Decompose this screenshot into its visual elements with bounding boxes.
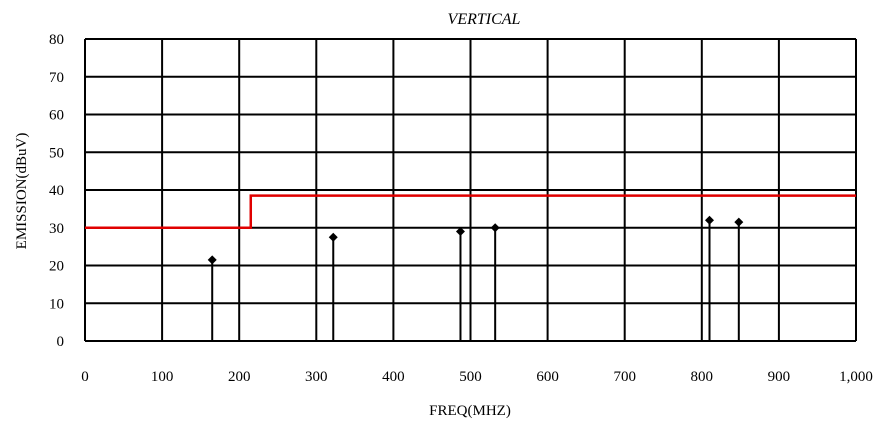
stem-marker-0 — [207, 255, 217, 265]
x-tick-label-9: 900 — [768, 369, 791, 385]
stem-marker-4 — [705, 215, 715, 225]
x-tick-label-0: 0 — [81, 369, 89, 385]
stem-marker-3 — [490, 223, 500, 233]
data-stems — [207, 215, 744, 341]
limit-line-group — [85, 194, 856, 229]
stem-marker-5 — [734, 217, 744, 227]
x-tick-label-3: 300 — [305, 369, 328, 385]
y-tick-label-7: 70 — [49, 70, 64, 86]
y-tick-label-2: 20 — [49, 259, 64, 275]
y-tick-label-6: 60 — [49, 108, 64, 124]
y-tick-label-4: 40 — [49, 183, 64, 199]
x-tick-label-8: 800 — [691, 369, 714, 385]
x-tick-label-10: 1,000 — [839, 369, 873, 385]
y-tick-label-3: 30 — [49, 221, 64, 237]
y-tick-label-0: 0 — [57, 334, 65, 350]
y-tick-label-8: 80 — [49, 32, 64, 48]
y-tick-labels: 0 10 20 30 40 50 60 70 80 — [49, 32, 64, 350]
x-tick-label-7: 700 — [613, 369, 636, 385]
chart-title: VERTICAL — [448, 11, 521, 28]
x-tick-label-1: 100 — [151, 369, 174, 385]
limit-line — [85, 194, 856, 229]
y-tick-label-5: 50 — [49, 145, 64, 161]
y-tick-label-1: 10 — [49, 296, 64, 312]
x-tick-label-2: 200 — [228, 369, 251, 385]
stem-marker-2 — [455, 227, 465, 237]
y-axis-title: EMISSION(dBuV) — [14, 133, 30, 250]
chart-grid — [84, 38, 857, 342]
x-tick-label-5: 500 — [459, 369, 482, 385]
x-tick-label-4: 400 — [382, 369, 405, 385]
x-tick-label-6: 600 — [536, 369, 559, 385]
x-tick-labels: 0 100 200 300 400 500 600 700 800 900 1,000 — [81, 369, 873, 385]
stem-marker-1 — [328, 232, 338, 242]
x-axis-title: FREQ(MHZ) — [429, 403, 511, 419]
